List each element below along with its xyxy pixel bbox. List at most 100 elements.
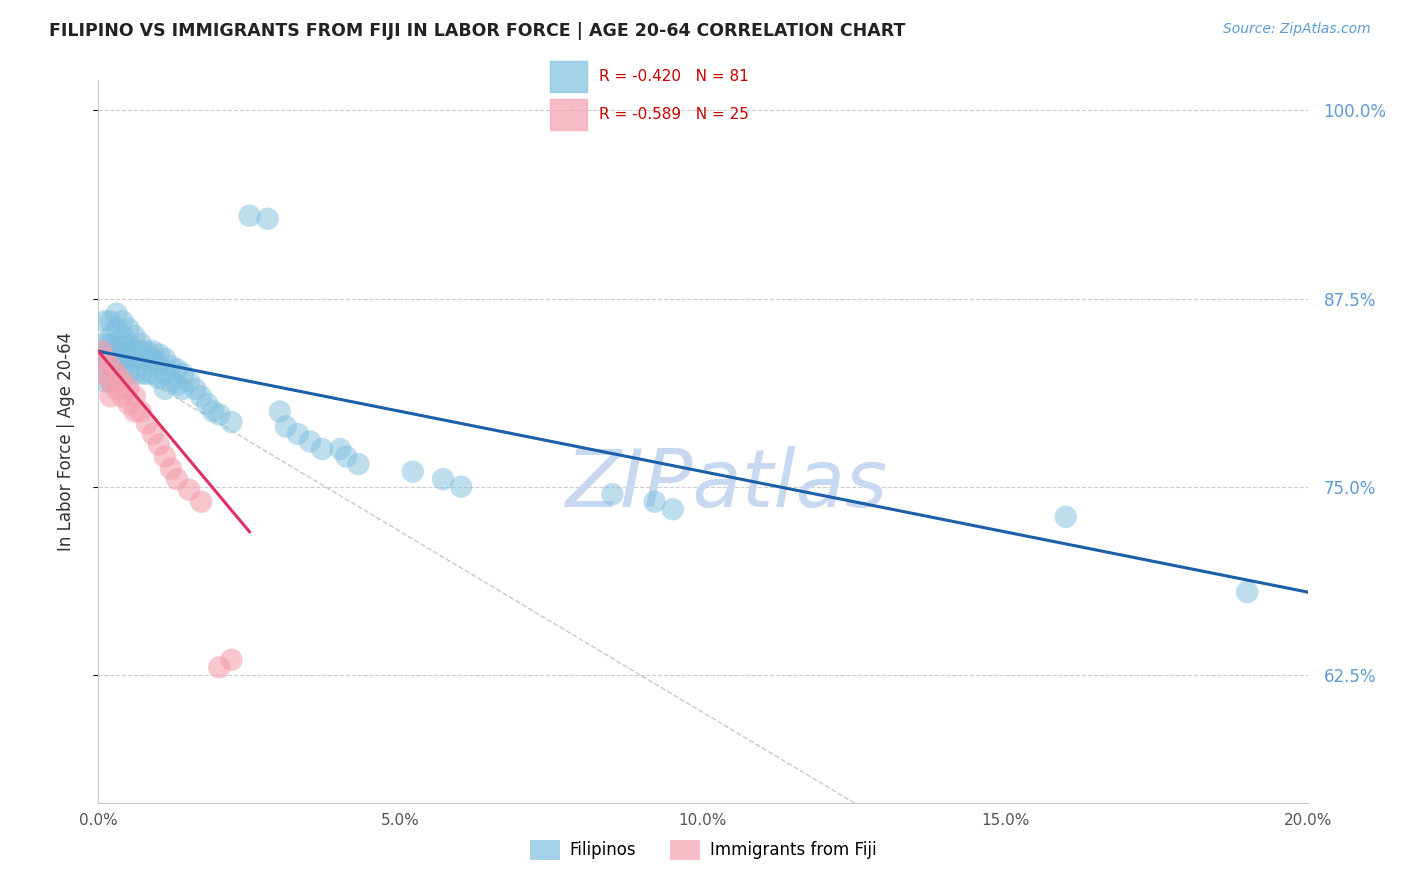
Point [124, 329, 146, 343]
Point [118, 321, 141, 335]
Point [118, 367, 141, 381]
Point [1236, 585, 1258, 599]
Point [153, 367, 176, 381]
Point [148, 347, 170, 361]
Point [172, 382, 194, 396]
Point [93, 367, 115, 381]
Point [1054, 509, 1077, 524]
Point [90, 344, 112, 359]
Point [190, 389, 212, 403]
Point [100, 351, 122, 366]
Point [124, 404, 146, 418]
Bar [550, 99, 588, 130]
Point [129, 404, 152, 418]
Point [124, 351, 146, 366]
Point [100, 329, 122, 343]
Text: R = -0.420   N = 81: R = -0.420 N = 81 [599, 69, 749, 84]
Point [111, 389, 134, 403]
Point [179, 375, 201, 389]
Point [221, 653, 243, 667]
Legend: Filipinos, Immigrants from Fiji: Filipinos, Immigrants from Fiji [523, 833, 883, 867]
Point [105, 344, 128, 359]
Point [269, 404, 291, 418]
Point [335, 450, 357, 464]
Point [208, 660, 231, 674]
Text: ZIPatlas: ZIPatlas [567, 446, 889, 524]
Point [153, 450, 176, 464]
Point [105, 336, 128, 351]
Point [129, 351, 152, 366]
Point [153, 382, 176, 396]
Point [100, 336, 122, 351]
Point [135, 351, 157, 366]
Point [105, 307, 128, 321]
Point [105, 375, 128, 389]
Point [100, 359, 122, 374]
Point [402, 465, 425, 479]
Point [311, 442, 333, 456]
Point [602, 487, 624, 501]
Point [111, 314, 134, 328]
Point [100, 375, 122, 389]
Point [160, 375, 183, 389]
Text: R = -0.589   N = 25: R = -0.589 N = 25 [599, 107, 749, 122]
Point [93, 351, 115, 366]
Point [202, 404, 225, 418]
Point [129, 367, 152, 381]
Point [142, 344, 165, 359]
Point [287, 427, 309, 442]
Point [93, 336, 115, 351]
Point [90, 344, 112, 359]
Point [100, 389, 122, 403]
Point [274, 419, 297, 434]
Point [118, 336, 141, 351]
Point [105, 382, 128, 396]
Point [221, 415, 243, 429]
Point [166, 362, 188, 376]
Y-axis label: In Labor Force | Age 20-64: In Labor Force | Age 20-64 [56, 332, 75, 551]
Point [256, 211, 278, 226]
Point [105, 359, 128, 374]
Point [166, 377, 188, 392]
Text: Source: ZipAtlas.com: Source: ZipAtlas.com [1223, 22, 1371, 37]
Point [111, 329, 134, 343]
Point [190, 495, 212, 509]
Point [135, 417, 157, 431]
Point [105, 367, 128, 381]
Point [118, 397, 141, 411]
Point [148, 356, 170, 370]
Point [100, 375, 122, 389]
Point [124, 344, 146, 359]
Point [93, 314, 115, 328]
Point [661, 502, 683, 516]
Point [100, 359, 122, 374]
Point [135, 344, 157, 359]
Point [142, 367, 165, 381]
Point [129, 344, 152, 359]
Point [124, 367, 146, 381]
Point [432, 472, 454, 486]
Point [166, 472, 188, 486]
Point [93, 359, 115, 374]
Point [347, 457, 370, 471]
Point [111, 359, 134, 374]
Point [160, 359, 183, 374]
Point [111, 351, 134, 366]
Point [644, 495, 666, 509]
Point [208, 408, 231, 422]
Point [124, 389, 146, 403]
Point [111, 375, 134, 389]
Point [148, 371, 170, 385]
Point [142, 351, 165, 366]
Point [118, 351, 141, 366]
Point [148, 437, 170, 451]
Point [239, 209, 262, 223]
Point [184, 382, 207, 396]
Point [93, 375, 115, 389]
Point [100, 314, 122, 328]
Point [93, 351, 115, 366]
Point [160, 461, 183, 475]
Bar [550, 62, 588, 92]
Point [329, 442, 352, 456]
Point [172, 367, 194, 381]
